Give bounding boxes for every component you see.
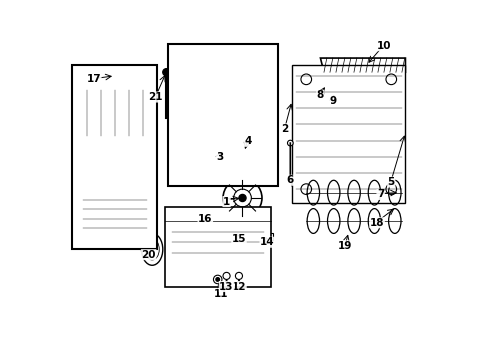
Text: 15: 15 bbox=[231, 234, 246, 244]
Text: 3: 3 bbox=[215, 152, 223, 162]
Text: 20: 20 bbox=[141, 250, 155, 260]
Text: 2: 2 bbox=[281, 124, 288, 134]
Text: 5: 5 bbox=[387, 177, 394, 187]
Text: 19: 19 bbox=[337, 241, 352, 251]
Text: 21: 21 bbox=[148, 92, 163, 102]
Text: 11: 11 bbox=[213, 288, 228, 298]
Bar bbox=[258, 233, 272, 241]
Text: 8: 8 bbox=[316, 90, 323, 100]
Text: 4: 4 bbox=[243, 136, 251, 146]
Text: 9: 9 bbox=[329, 96, 336, 106]
Text: 13: 13 bbox=[219, 282, 233, 292]
Text: 7: 7 bbox=[376, 190, 383, 200]
Text: 18: 18 bbox=[369, 218, 383, 228]
Text: 6: 6 bbox=[286, 175, 293, 185]
Text: 14: 14 bbox=[259, 237, 274, 247]
Bar bbox=[72, 65, 157, 249]
Polygon shape bbox=[291, 65, 405, 203]
Text: 16: 16 bbox=[197, 214, 212, 224]
Circle shape bbox=[215, 278, 219, 281]
Circle shape bbox=[332, 89, 334, 92]
Text: 12: 12 bbox=[231, 282, 246, 292]
Bar bbox=[196, 209, 212, 216]
Polygon shape bbox=[164, 207, 270, 287]
Circle shape bbox=[287, 140, 292, 146]
Text: 10: 10 bbox=[376, 41, 391, 51]
Text: 1: 1 bbox=[223, 196, 230, 206]
Circle shape bbox=[239, 195, 245, 201]
Circle shape bbox=[163, 69, 169, 76]
Bar bbox=[168, 44, 277, 186]
Text: 17: 17 bbox=[86, 74, 101, 84]
